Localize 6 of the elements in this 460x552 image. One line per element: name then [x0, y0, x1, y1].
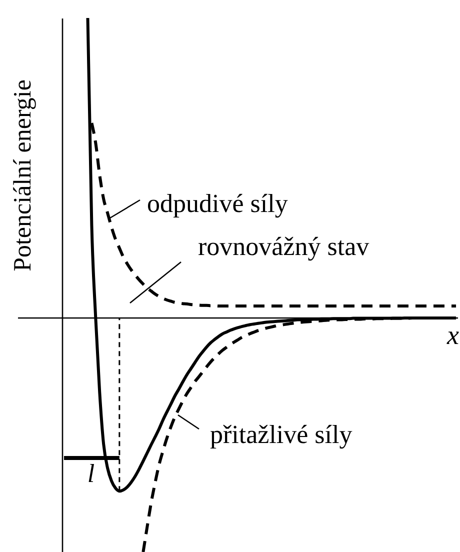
- annotation: odpudivé síly: [147, 189, 288, 218]
- y-axis-title: Potenciální energie: [10, 80, 36, 272]
- annotation: přitažlivé síly: [210, 420, 352, 449]
- annotation: rovnovážný stav: [198, 232, 370, 261]
- x-axis-title: x: [446, 320, 460, 350]
- annotation: l: [87, 459, 95, 488]
